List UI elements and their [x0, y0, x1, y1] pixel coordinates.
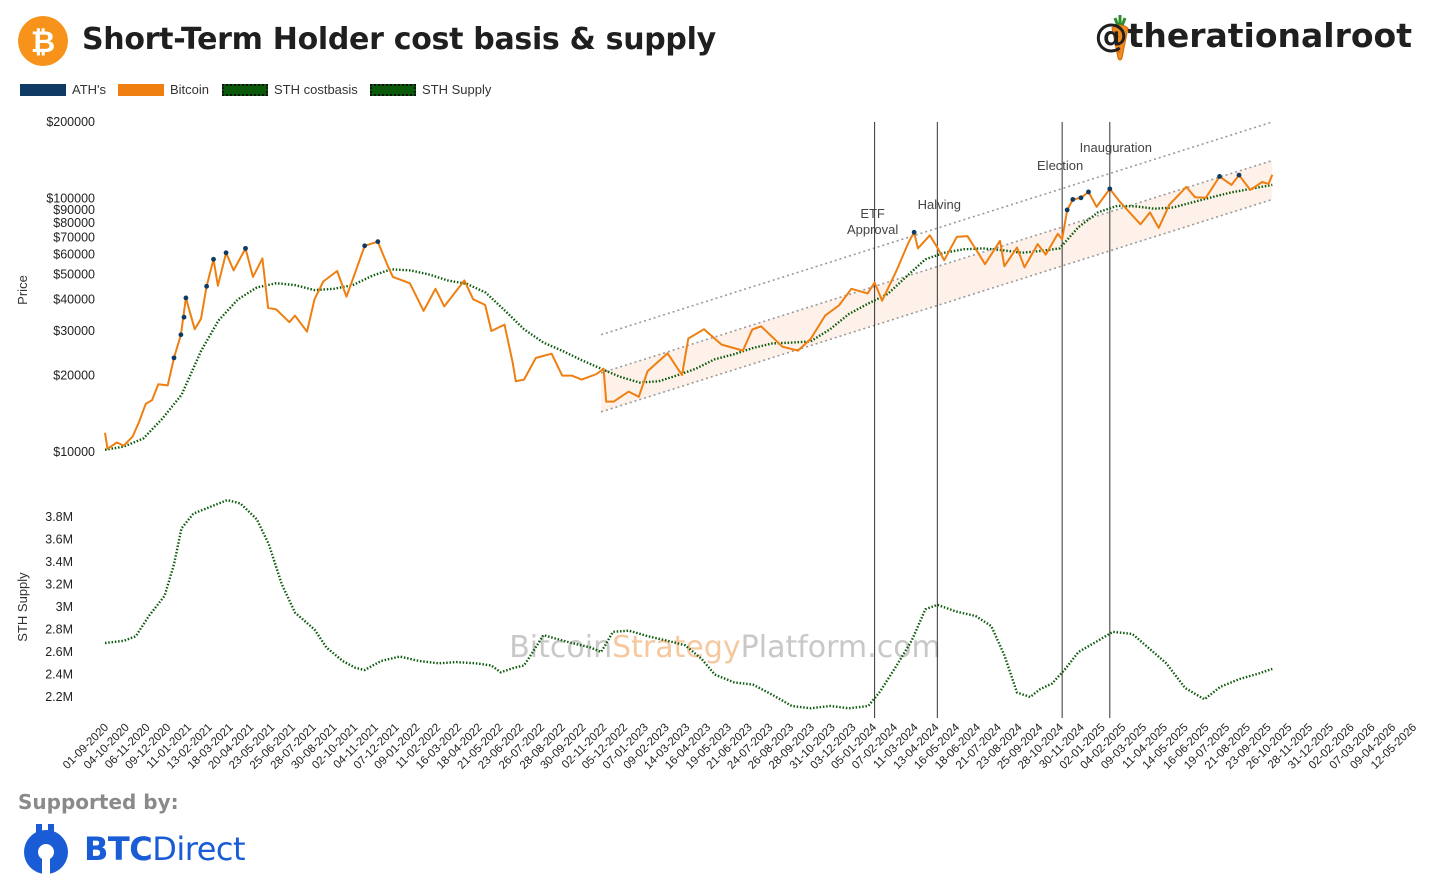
ath-marker [1217, 174, 1222, 179]
series-layer [104, 172, 1274, 710]
supply-tick-label: 2.6M [45, 645, 73, 659]
price-tick-label: $70000 [53, 231, 95, 245]
supply-tick-label: 3.2M [45, 578, 73, 592]
event-label: Inauguration [1080, 140, 1152, 155]
ath-marker [1107, 186, 1113, 192]
ath-marker [911, 229, 917, 235]
ath-marker [243, 245, 248, 251]
price-y-axis: $200000 $100000$90000$80000$70000 $60000 $5… [46, 115, 95, 459]
supply-axis-title: STH Supply [15, 572, 30, 642]
legend-label: STH costbasis [274, 82, 358, 97]
legend-swatch [370, 84, 416, 96]
supported-by-label: Supported by: [18, 790, 179, 814]
event-label-line: Inauguration [1080, 140, 1152, 155]
event-annotations: ETF Approval Halving Election Inauguration [847, 122, 1152, 718]
price-tick-label: $100000 [46, 191, 95, 205]
watermark-part: Platform.com [741, 630, 941, 665]
ath-marker [171, 355, 177, 361]
legend-swatch [20, 84, 66, 96]
supply-tick-label: 3.4M [45, 555, 73, 569]
event-label-line: Halving [918, 197, 961, 212]
legend-label: ATH's [72, 82, 107, 97]
legend-label: STH Supply [422, 82, 492, 97]
ath-marker [223, 250, 229, 256]
event-label-line: ETF [860, 206, 885, 221]
svg-text:₿: ₿ [31, 25, 55, 60]
btc-direct-logo-icon [24, 824, 68, 874]
channel-line [600, 121, 1273, 336]
author-handle: @therationalroot [1094, 16, 1412, 55]
header: ₿ Short-Term Holder cost basis & supply … [0, 0, 1456, 80]
price-tick-label: $30000 [53, 324, 95, 338]
supply-tick-label: 2.4M [45, 668, 73, 682]
ath-marker [375, 239, 381, 245]
price-tick-label: $10000 [53, 445, 95, 459]
x-axis: 01-09-202004-10-202006-11-202009-12-2020… [61, 721, 1419, 772]
watermark-text: BitcoinStrategyPlatform.com [509, 630, 941, 665]
bitcoin-price-line [104, 174, 1274, 450]
ath-marker [1086, 189, 1091, 195]
channel-fill [601, 160, 1273, 412]
ath-marker [211, 256, 216, 262]
bitcoin-icon: ₿ [18, 16, 68, 66]
legend-swatch [118, 84, 164, 96]
watermark-part: Bitcoin [509, 630, 612, 665]
event-label-line: Election [1037, 158, 1083, 173]
sth-costbasis-line [104, 183, 1273, 451]
ath-marker [181, 314, 187, 320]
brand-suffix: Direct [152, 830, 246, 868]
event-label: Halving [918, 197, 961, 212]
legend-swatch [222, 84, 268, 96]
price-tick-label: $60000 [53, 248, 95, 262]
brand-prefix: BTC [84, 830, 153, 868]
ath-marker [1236, 172, 1242, 178]
supply-tick-label: 2.8M [45, 623, 73, 637]
ath-marker [183, 295, 189, 301]
price-channel-band [600, 121, 1273, 413]
event-label-line: Approval [847, 222, 898, 237]
price-tick-label: $90000 [53, 203, 95, 217]
sth-supply-line [104, 498, 1273, 710]
price-tick-label: $50000 [53, 268, 95, 282]
carrot-icon [1111, 15, 1129, 61]
price-tick-label: $80000 [53, 216, 95, 230]
supply-tick-label: 2.2M [45, 690, 73, 704]
chart-area: BitcoinStrategyPlatform.com $200000 $1000… [15, 115, 1419, 772]
price-tick-label: $200000 [46, 115, 95, 129]
legend-label: Bitcoin [170, 82, 210, 97]
page-title: Short-Term Holder cost basis & supply [82, 22, 716, 57]
price-axis-title: Price [15, 275, 30, 305]
supply-tick-label: 3M [56, 600, 73, 614]
watermark: BitcoinStrategyPlatform.com [509, 630, 941, 665]
ath-marker [1064, 207, 1070, 213]
btc-direct-brand: BTCDirect [84, 830, 246, 868]
ath-marker [204, 283, 210, 289]
ath-marker [362, 243, 368, 249]
channel-line [600, 198, 1273, 413]
ath-marker [178, 332, 184, 338]
supply-tick-label: 3.8M [45, 510, 73, 524]
event-label: ETF Approval [847, 206, 898, 237]
price-tick-label: $40000 [53, 292, 95, 306]
ath-marker [1070, 197, 1076, 202]
channel-line [600, 159, 1273, 374]
price-tick-label: $20000 [53, 369, 95, 383]
supply-y-axis: 3.8M 3.6M 3.4M 3.2M 3M 2.8M 2.6M 2.4M 2.2M [45, 510, 73, 704]
supply-tick-label: 3.6M [45, 533, 73, 547]
watermark-part: Strategy [612, 630, 741, 665]
ath-marker [1078, 195, 1084, 201]
event-label: Election [1037, 158, 1083, 173]
